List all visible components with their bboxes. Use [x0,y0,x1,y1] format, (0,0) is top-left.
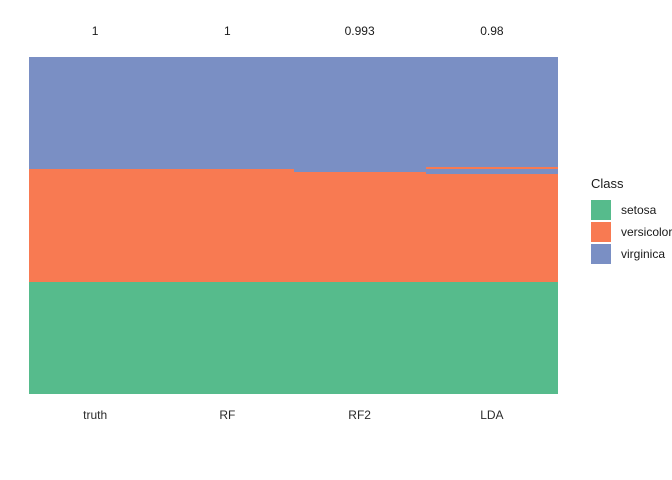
segment-virginica [425,169,558,174]
legend-label-setosa: setosa [621,203,657,217]
x-axis-label-rf: RF [219,408,236,422]
accuracy-label-lda: 0.98 [480,24,504,38]
versicolor-swatch-icon [591,222,611,242]
legend-item-versicolor: versicolor [591,222,672,242]
x-axis-label-rf2: RF2 [348,408,371,422]
classmap-column-truth [29,57,162,394]
x-axis-label-truth: truth [83,408,108,422]
segment-virginica [161,57,294,170]
segment-setosa [425,281,558,394]
legend-item-setosa: setosa [591,200,671,220]
segment-setosa [29,281,162,394]
x-axis-labels-row: truth RF RF2 LDA [29,407,558,423]
segment-versicolor [425,173,558,282]
accuracy-label-rf: 1 [224,24,231,38]
segment-setosa [293,281,426,394]
segment-virginica [29,57,162,170]
segment-virginica [425,57,558,168]
segment-virginica [293,57,426,172]
legend: Class setosa versicolor virginica [591,176,672,266]
accuracy-labels-row: 1 1 0.993 0.98 [29,24,558,38]
classmap-column-RF [161,57,294,394]
setosa-swatch-icon [591,200,611,220]
classmap-column-RF2 [293,57,426,394]
legend-title: Class [591,176,624,191]
legend-label-versicolor: versicolor [621,225,672,239]
accuracy-label-truth: 1 [91,24,99,38]
legend-label-virginica: virginica [621,247,666,261]
virginica-swatch-icon [591,244,611,264]
plot-area [29,57,558,394]
segment-versicolor [425,167,558,170]
segment-versicolor [293,171,426,282]
classmap-column-LDA [425,57,558,394]
segment-versicolor [161,169,294,282]
segment-setosa [161,281,294,394]
segment-versicolor [29,169,162,282]
accuracy-label-rf2: 0.993 [344,24,375,38]
legend-item-virginica: virginica [591,244,671,264]
x-axis-label-lda: LDA [480,408,504,422]
